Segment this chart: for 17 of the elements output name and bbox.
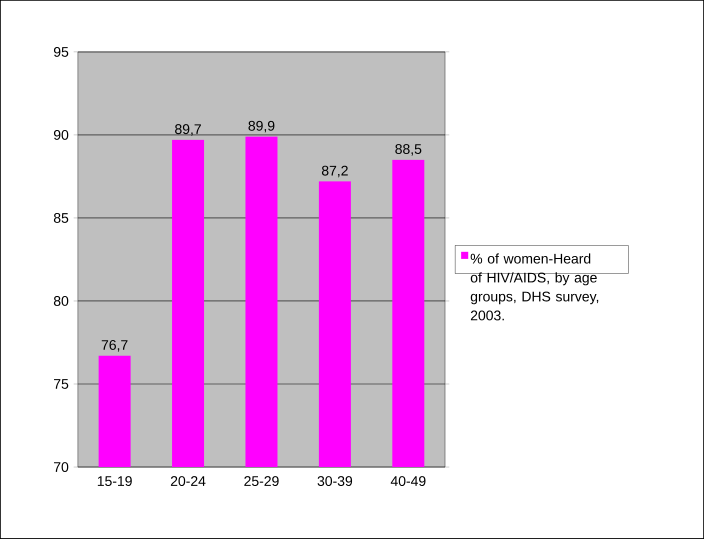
data-label: 89,9 [248,120,274,132]
x-tick-label: 20-24 [170,476,206,486]
data-label: 76,7 [102,340,128,352]
y-tick-label: 95 [54,46,68,57]
y-tick-label: 85 [54,213,68,223]
x-tick-label: 25-29 [244,476,279,486]
x-tick-label: 15-19 [98,476,132,486]
data-label: 89,7 [175,124,201,136]
x-tick-label: 30-39 [318,476,352,486]
legend-label: % of women-Heard of HIV/AIDS, by age groups, DHS survey, 2003. [470,253,598,320]
y-tick-label: 70 [54,462,68,472]
y-tick-label: 80 [54,296,68,306]
data-label: 88,5 [395,144,422,156]
y-tick-label: 75 [54,379,68,389]
data-label: 87,2 [322,166,348,178]
y-tick-label: 90 [54,130,68,140]
x-tick-label: 40-49 [390,476,426,486]
